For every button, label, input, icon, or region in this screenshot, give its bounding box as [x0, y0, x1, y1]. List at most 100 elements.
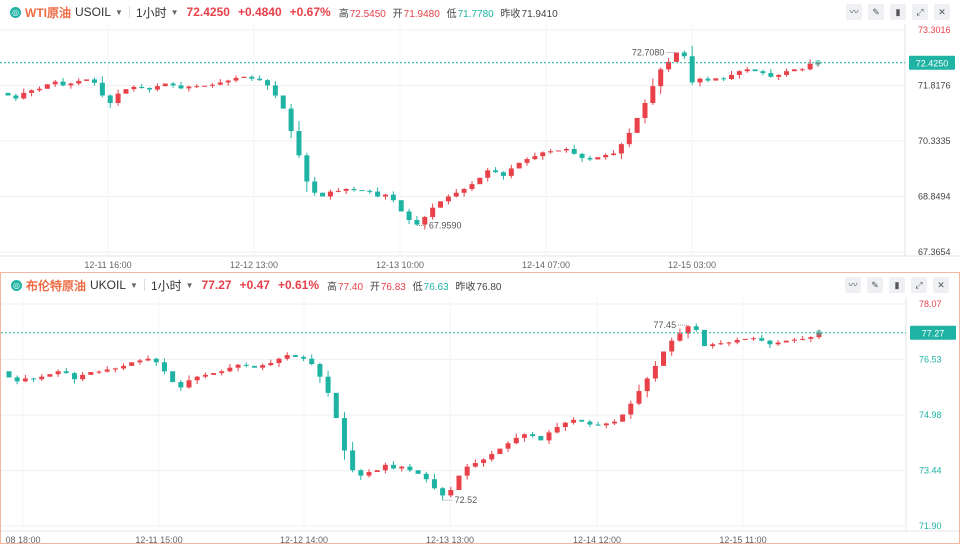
line-chart-icon[interactable]: 〰: [846, 4, 862, 20]
pencil-icon[interactable]: ✎: [867, 277, 883, 293]
candle-body: [115, 93, 121, 103]
candle-body: [603, 154, 609, 158]
last-price: 72.4250: [186, 5, 230, 19]
candle-body: [505, 443, 511, 449]
close-icon[interactable]: ✕: [934, 4, 950, 20]
candle-body: [96, 371, 102, 373]
current-price-tag: [910, 325, 956, 340]
live-dot: [815, 59, 821, 66]
candle-body: [320, 192, 326, 197]
candle-body: [513, 437, 519, 444]
candle-body: [563, 148, 569, 151]
candle-body: [241, 76, 247, 78]
y-tick-label: 76.53: [919, 354, 942, 364]
candle-body: [800, 338, 806, 340]
candle-body: [398, 200, 404, 212]
candle-body: [137, 360, 143, 363]
line-chart-icon[interactable]: 〰: [845, 277, 861, 293]
interval-select[interactable]: 1小时: [150, 278, 182, 293]
candle-body: [516, 162, 522, 169]
candle-body: [333, 392, 339, 419]
candle-body: [611, 421, 617, 424]
candle-body: [76, 80, 82, 84]
close-icon[interactable]: ✕: [933, 277, 949, 293]
candle-body: [650, 86, 656, 103]
candle-body: [366, 472, 372, 476]
candle-body: [595, 424, 601, 426]
candle-body: [784, 71, 790, 75]
candle-body: [521, 434, 527, 438]
chevron-down-icon[interactable]: ▼: [185, 280, 194, 290]
open-value: 76.83: [380, 281, 406, 293]
candle-body: [775, 342, 781, 345]
candle-body: [257, 78, 263, 81]
candle-body: [249, 76, 255, 79]
open-label: 开: [392, 8, 403, 20]
candle-body: [92, 79, 98, 83]
brent-candlestick-chart[interactable]: 78.07 76.53 74.98 73.44 71.90 08 18:00 12-11 1…: [1, 297, 959, 543]
chevron-down-icon[interactable]: ▼: [170, 7, 179, 17]
candle-body: [710, 344, 716, 347]
x-tick-label: 12-14 12:00: [573, 535, 621, 543]
candle-body: [351, 188, 357, 191]
candle-body: [186, 380, 192, 388]
high-value: 77.40: [338, 281, 364, 293]
candle-body: [791, 339, 797, 341]
brent-panel: ◎ 布伦特原油 UKOIL ▼ 1小时 ▼ 77.27 +0.47 +0.61%…: [0, 272, 960, 544]
candle-body: [456, 475, 462, 491]
candle-body: [673, 52, 679, 62]
chevron-down-icon[interactable]: ▼: [130, 280, 138, 290]
candle-body: [309, 358, 315, 365]
candle-icon[interactable]: ▮: [890, 4, 906, 20]
y-tick-label: 68.8494: [918, 192, 951, 202]
candle-body: [406, 211, 412, 221]
prev-close-label: 昨收: [455, 281, 476, 293]
candle-body: [689, 56, 695, 83]
candle-body: [5, 92, 11, 96]
expand-icon[interactable]: ⤢: [911, 277, 927, 293]
candle-body: [736, 71, 742, 75]
pencil-icon[interactable]: ✎: [868, 4, 884, 20]
candle-body: [807, 63, 813, 70]
candle-body: [718, 343, 724, 345]
candle-body: [546, 432, 552, 441]
low-value: 76.63: [423, 281, 449, 293]
instrument-code[interactable]: USOIL: [75, 5, 112, 19]
candle-body: [540, 152, 546, 157]
instrument-code[interactable]: UKOIL: [90, 278, 127, 292]
candle-body: [644, 378, 650, 392]
chevron-down-icon[interactable]: ▼: [115, 7, 123, 17]
candle-body: [579, 153, 585, 158]
expand-icon[interactable]: ⤢: [912, 4, 928, 20]
candle-body: [611, 153, 617, 155]
y-tick-label: 71.8176: [918, 80, 951, 90]
candle-body: [288, 108, 294, 132]
candle-body: [44, 84, 50, 89]
candle-body: [107, 95, 113, 103]
candle-body: [799, 69, 805, 71]
instrument-name[interactable]: 布伦特原油: [26, 278, 87, 293]
divider: [143, 279, 145, 291]
prev-close-label: 昨收: [500, 8, 521, 20]
candle-body: [767, 340, 773, 345]
candle-body: [760, 71, 766, 74]
candle-body: [652, 365, 658, 379]
candle-body: [272, 85, 278, 96]
candle-icon[interactable]: ▮: [889, 277, 905, 293]
instrument-name[interactable]: WTI原油: [25, 5, 71, 20]
wti-candlestick-chart[interactable]: 73.3016 71.8176 70.3335 68.8494 67.3654 12-11…: [0, 24, 960, 272]
candle-body: [399, 466, 405, 469]
candle-body: [317, 364, 323, 377]
candle-body: [497, 448, 503, 455]
candle-body: [500, 172, 506, 176]
candle-body: [721, 78, 727, 80]
y-tick-label: 70.3335: [918, 136, 951, 146]
x-tick-label: 12-15 11:00: [719, 535, 766, 543]
candle-body: [493, 170, 499, 173]
candle-body: [587, 157, 593, 160]
candle-body: [131, 86, 137, 90]
ohlc-info: 高77.40 开76.83 低76.63 昨收76.80: [327, 278, 501, 293]
interval-select[interactable]: 1小时: [135, 5, 167, 20]
low-annotation: 67.9590: [429, 221, 462, 231]
candle-body: [391, 464, 397, 469]
